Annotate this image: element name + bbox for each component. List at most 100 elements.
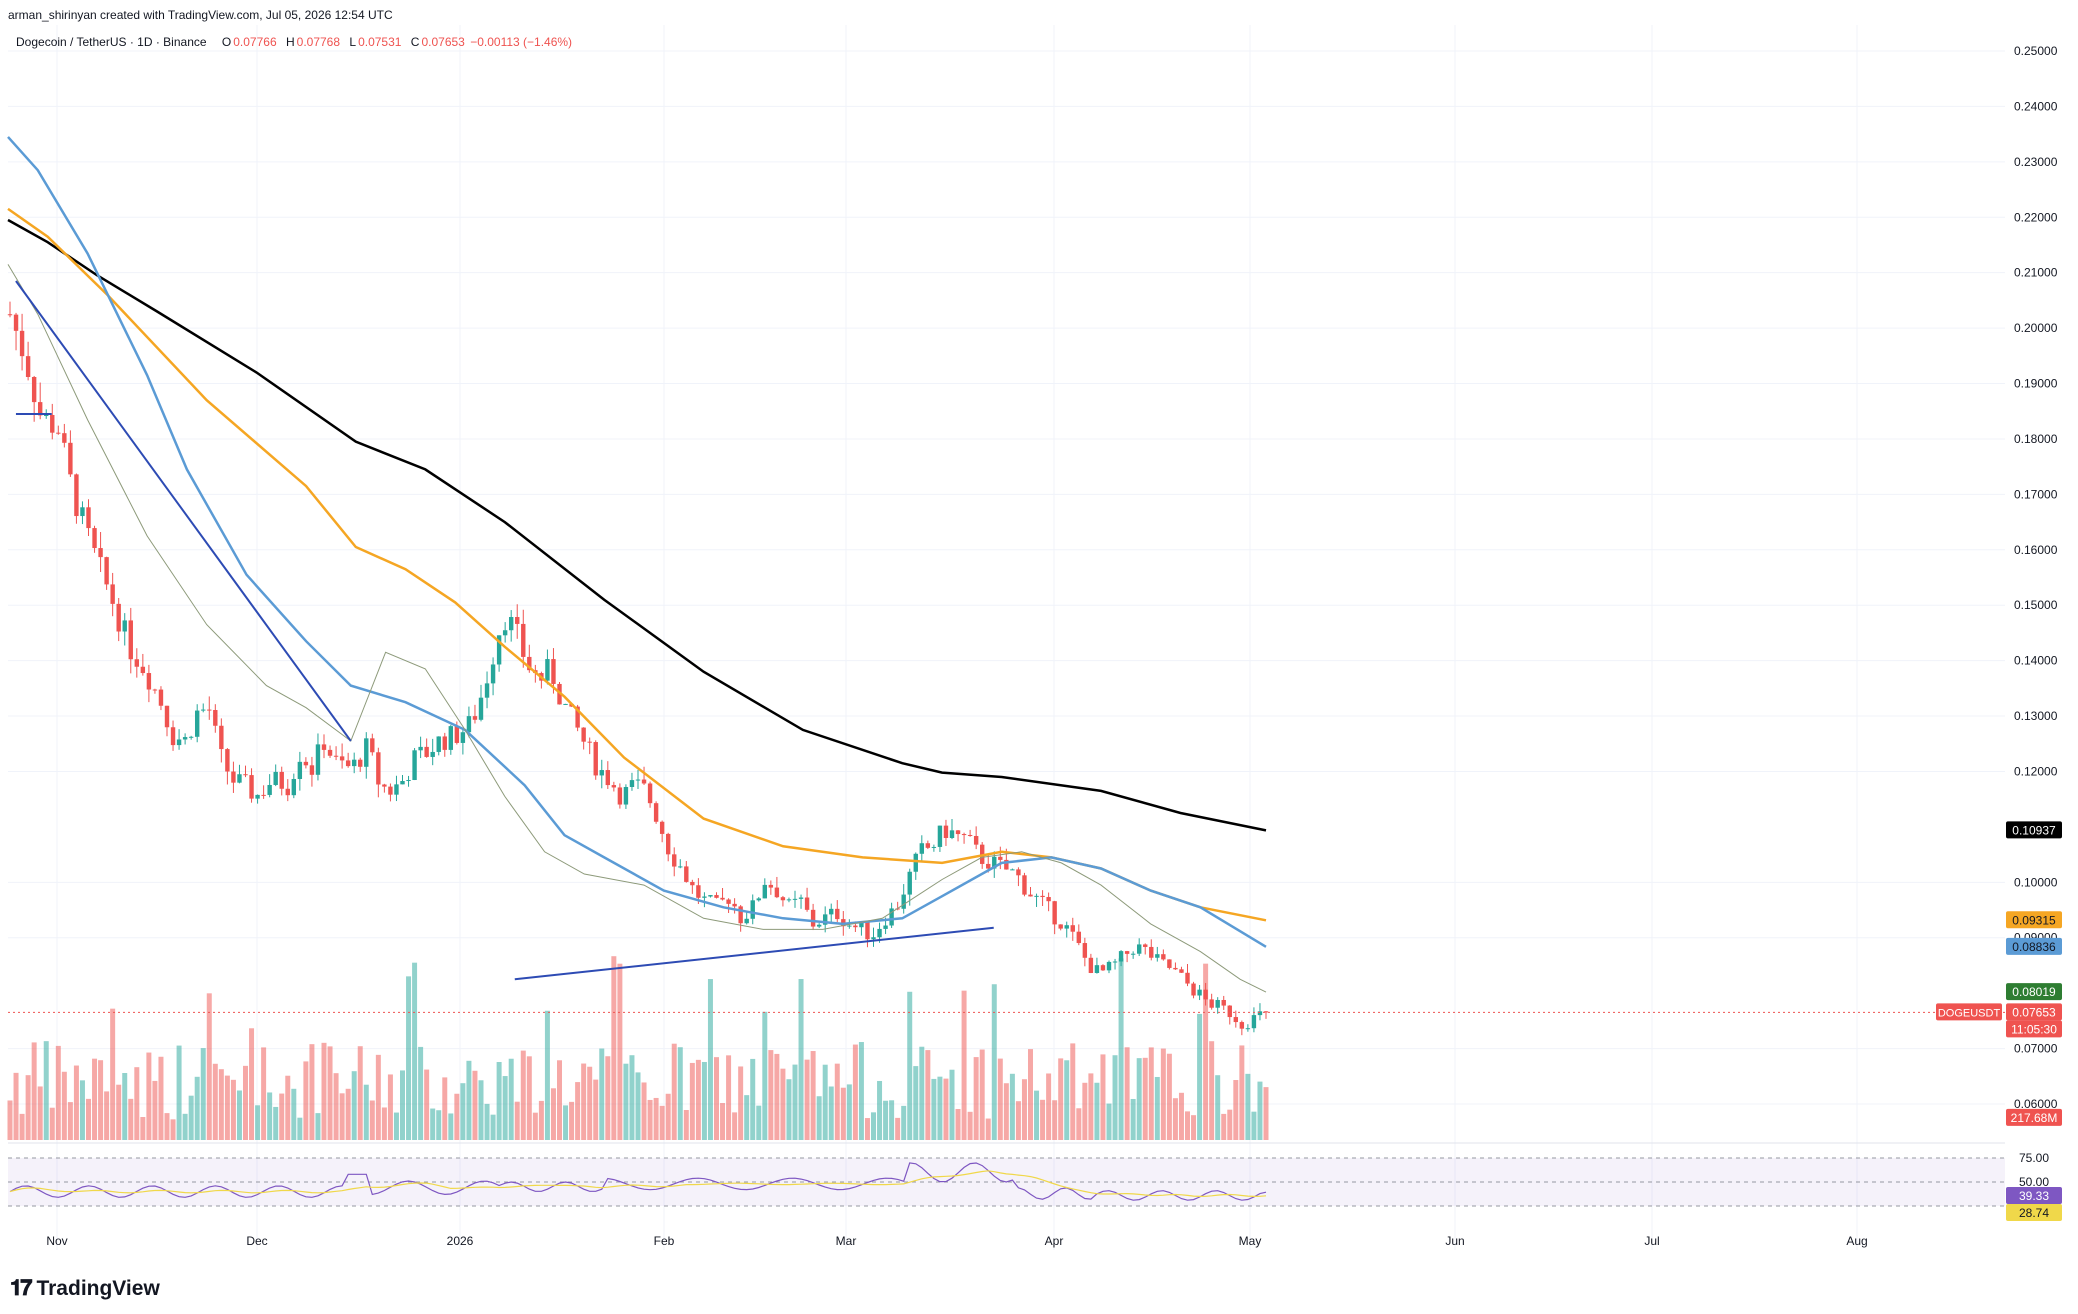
volume-bar bbox=[73, 1065, 79, 1140]
candle-body bbox=[1227, 1005, 1232, 1018]
volume-bar bbox=[128, 1098, 134, 1140]
time-axis[interactable]: Nov Dec 2026 Feb Mar Apr May Jun Jul Aug bbox=[46, 1234, 1867, 1248]
candle-body bbox=[1070, 925, 1075, 932]
volume-bar bbox=[895, 1117, 901, 1140]
candle-body bbox=[382, 784, 387, 787]
candle-body bbox=[273, 771, 278, 785]
price-label-text: 0.07653 bbox=[2012, 1005, 2056, 1019]
candle-body bbox=[1209, 999, 1214, 1008]
volume-bar bbox=[520, 1050, 526, 1140]
candle-body bbox=[502, 630, 508, 636]
candle-body bbox=[853, 925, 858, 928]
volume-bar bbox=[1227, 1109, 1233, 1140]
volume-bar bbox=[943, 1078, 949, 1140]
volume-bar bbox=[532, 1112, 538, 1140]
candle-body bbox=[992, 856, 997, 869]
volume-bar bbox=[309, 1044, 315, 1140]
volume-bar bbox=[563, 1105, 569, 1140]
volume-bar bbox=[641, 1082, 647, 1140]
candle-body bbox=[68, 442, 73, 475]
volume-bar bbox=[587, 1066, 593, 1140]
candle-body bbox=[358, 759, 363, 767]
volume-bar bbox=[1233, 1080, 1239, 1140]
volume-bar bbox=[92, 1058, 98, 1140]
price-tick-label: 0.25000 bbox=[2014, 44, 2058, 58]
candle-body bbox=[285, 788, 290, 796]
candle-body bbox=[261, 794, 266, 796]
volume-bar bbox=[907, 991, 913, 1140]
price-label-badge bbox=[2006, 983, 2062, 1001]
candle-body bbox=[937, 825, 943, 847]
trendline bbox=[15, 280, 352, 742]
volume-bar bbox=[1154, 1076, 1160, 1140]
volume-bar bbox=[919, 1046, 925, 1140]
volume-bar bbox=[170, 1119, 176, 1140]
volume-bar bbox=[1088, 1073, 1094, 1140]
candle-body bbox=[1155, 954, 1160, 958]
candle-body bbox=[1106, 961, 1112, 971]
volume-bar bbox=[991, 984, 997, 1140]
tradingview-logo-icon: 𝟏𝟕 bbox=[10, 1276, 33, 1301]
candle-body bbox=[418, 746, 423, 751]
volume-bar bbox=[460, 1083, 466, 1140]
candle-body bbox=[780, 897, 786, 901]
volume-bar bbox=[116, 1084, 122, 1140]
volume-bar bbox=[1203, 963, 1209, 1140]
change-value: −0.00113 (−1.46%) bbox=[470, 35, 573, 49]
candle-body bbox=[213, 710, 218, 726]
volume-bar bbox=[828, 1086, 834, 1140]
volume-bar bbox=[810, 1051, 816, 1140]
candle-body bbox=[1149, 946, 1154, 958]
volume-bar bbox=[1160, 1048, 1166, 1140]
candle-body bbox=[967, 834, 973, 836]
volume-bar bbox=[363, 1084, 369, 1140]
candle-body bbox=[684, 866, 689, 882]
candle-body bbox=[170, 727, 176, 746]
volume-bar bbox=[695, 1059, 701, 1140]
candle-body bbox=[955, 830, 961, 835]
candle-body bbox=[798, 897, 804, 899]
candle-body bbox=[1215, 999, 1220, 1008]
volume-bar bbox=[871, 1112, 876, 1140]
time-tick-label: May bbox=[1239, 1234, 1262, 1248]
candle-body bbox=[164, 705, 170, 728]
open-value: 0.07766 bbox=[233, 35, 277, 49]
volume-bar bbox=[913, 1066, 919, 1140]
volume-bar bbox=[973, 1057, 979, 1140]
candle-body bbox=[816, 924, 822, 927]
candle-body bbox=[231, 771, 236, 783]
candle-body bbox=[563, 703, 568, 705]
candle-body bbox=[792, 898, 798, 900]
price-tick-label: 0.20000 bbox=[2014, 321, 2058, 335]
candle-body bbox=[243, 774, 248, 776]
candle-body bbox=[110, 584, 115, 604]
candle-body bbox=[448, 726, 454, 750]
candles[interactable] bbox=[7, 301, 1269, 1036]
volume-bar bbox=[653, 1097, 659, 1140]
volume-bar bbox=[768, 1050, 774, 1140]
candle-body bbox=[1082, 943, 1088, 958]
candle-body bbox=[732, 903, 737, 907]
volume-bar bbox=[104, 1091, 110, 1140]
candle-body bbox=[1118, 951, 1124, 962]
candle-body bbox=[436, 736, 441, 752]
volume-bar bbox=[255, 1105, 261, 1140]
volume-bar bbox=[484, 1103, 490, 1140]
trendlines[interactable] bbox=[15, 280, 994, 981]
candle-body bbox=[237, 774, 242, 783]
candle-body bbox=[521, 623, 526, 657]
candle-body bbox=[611, 785, 617, 788]
tradingview-logo: 𝟏𝟕 TradingView bbox=[10, 1276, 160, 1301]
volume-bar bbox=[31, 1042, 37, 1140]
volume-bar bbox=[1009, 1073, 1015, 1140]
volume-bar bbox=[7, 1100, 13, 1140]
volume-bar bbox=[1028, 1049, 1033, 1140]
volume-bar bbox=[454, 1093, 460, 1140]
candle-body bbox=[339, 756, 345, 761]
volume-bar bbox=[502, 1076, 508, 1140]
candle-body bbox=[376, 752, 381, 785]
volume-bar bbox=[1118, 958, 1124, 1140]
candle-body bbox=[508, 617, 514, 631]
